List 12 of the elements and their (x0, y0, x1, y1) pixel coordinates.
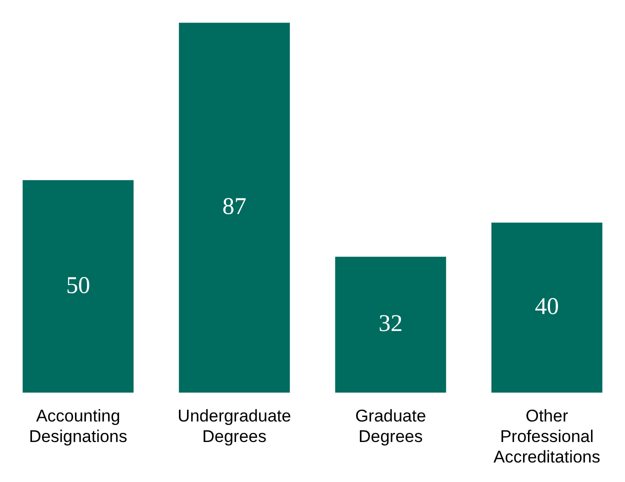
data-label: 50 (66, 272, 90, 299)
bar (335, 256, 446, 393)
data-label: 32 (378, 311, 403, 338)
bar (22, 180, 134, 393)
data-label: 40 (534, 294, 559, 320)
x-tick-label: Accounting Designations (28, 406, 128, 446)
x-tick-label: Undergraduate Degrees (178, 406, 292, 446)
data-label: 87 (222, 194, 246, 220)
bar (178, 22, 290, 393)
bar (491, 222, 602, 393)
x-tick-label: Other Professional Accreditations (493, 406, 600, 466)
x-tick-label: Graduate Degrees (355, 406, 426, 446)
